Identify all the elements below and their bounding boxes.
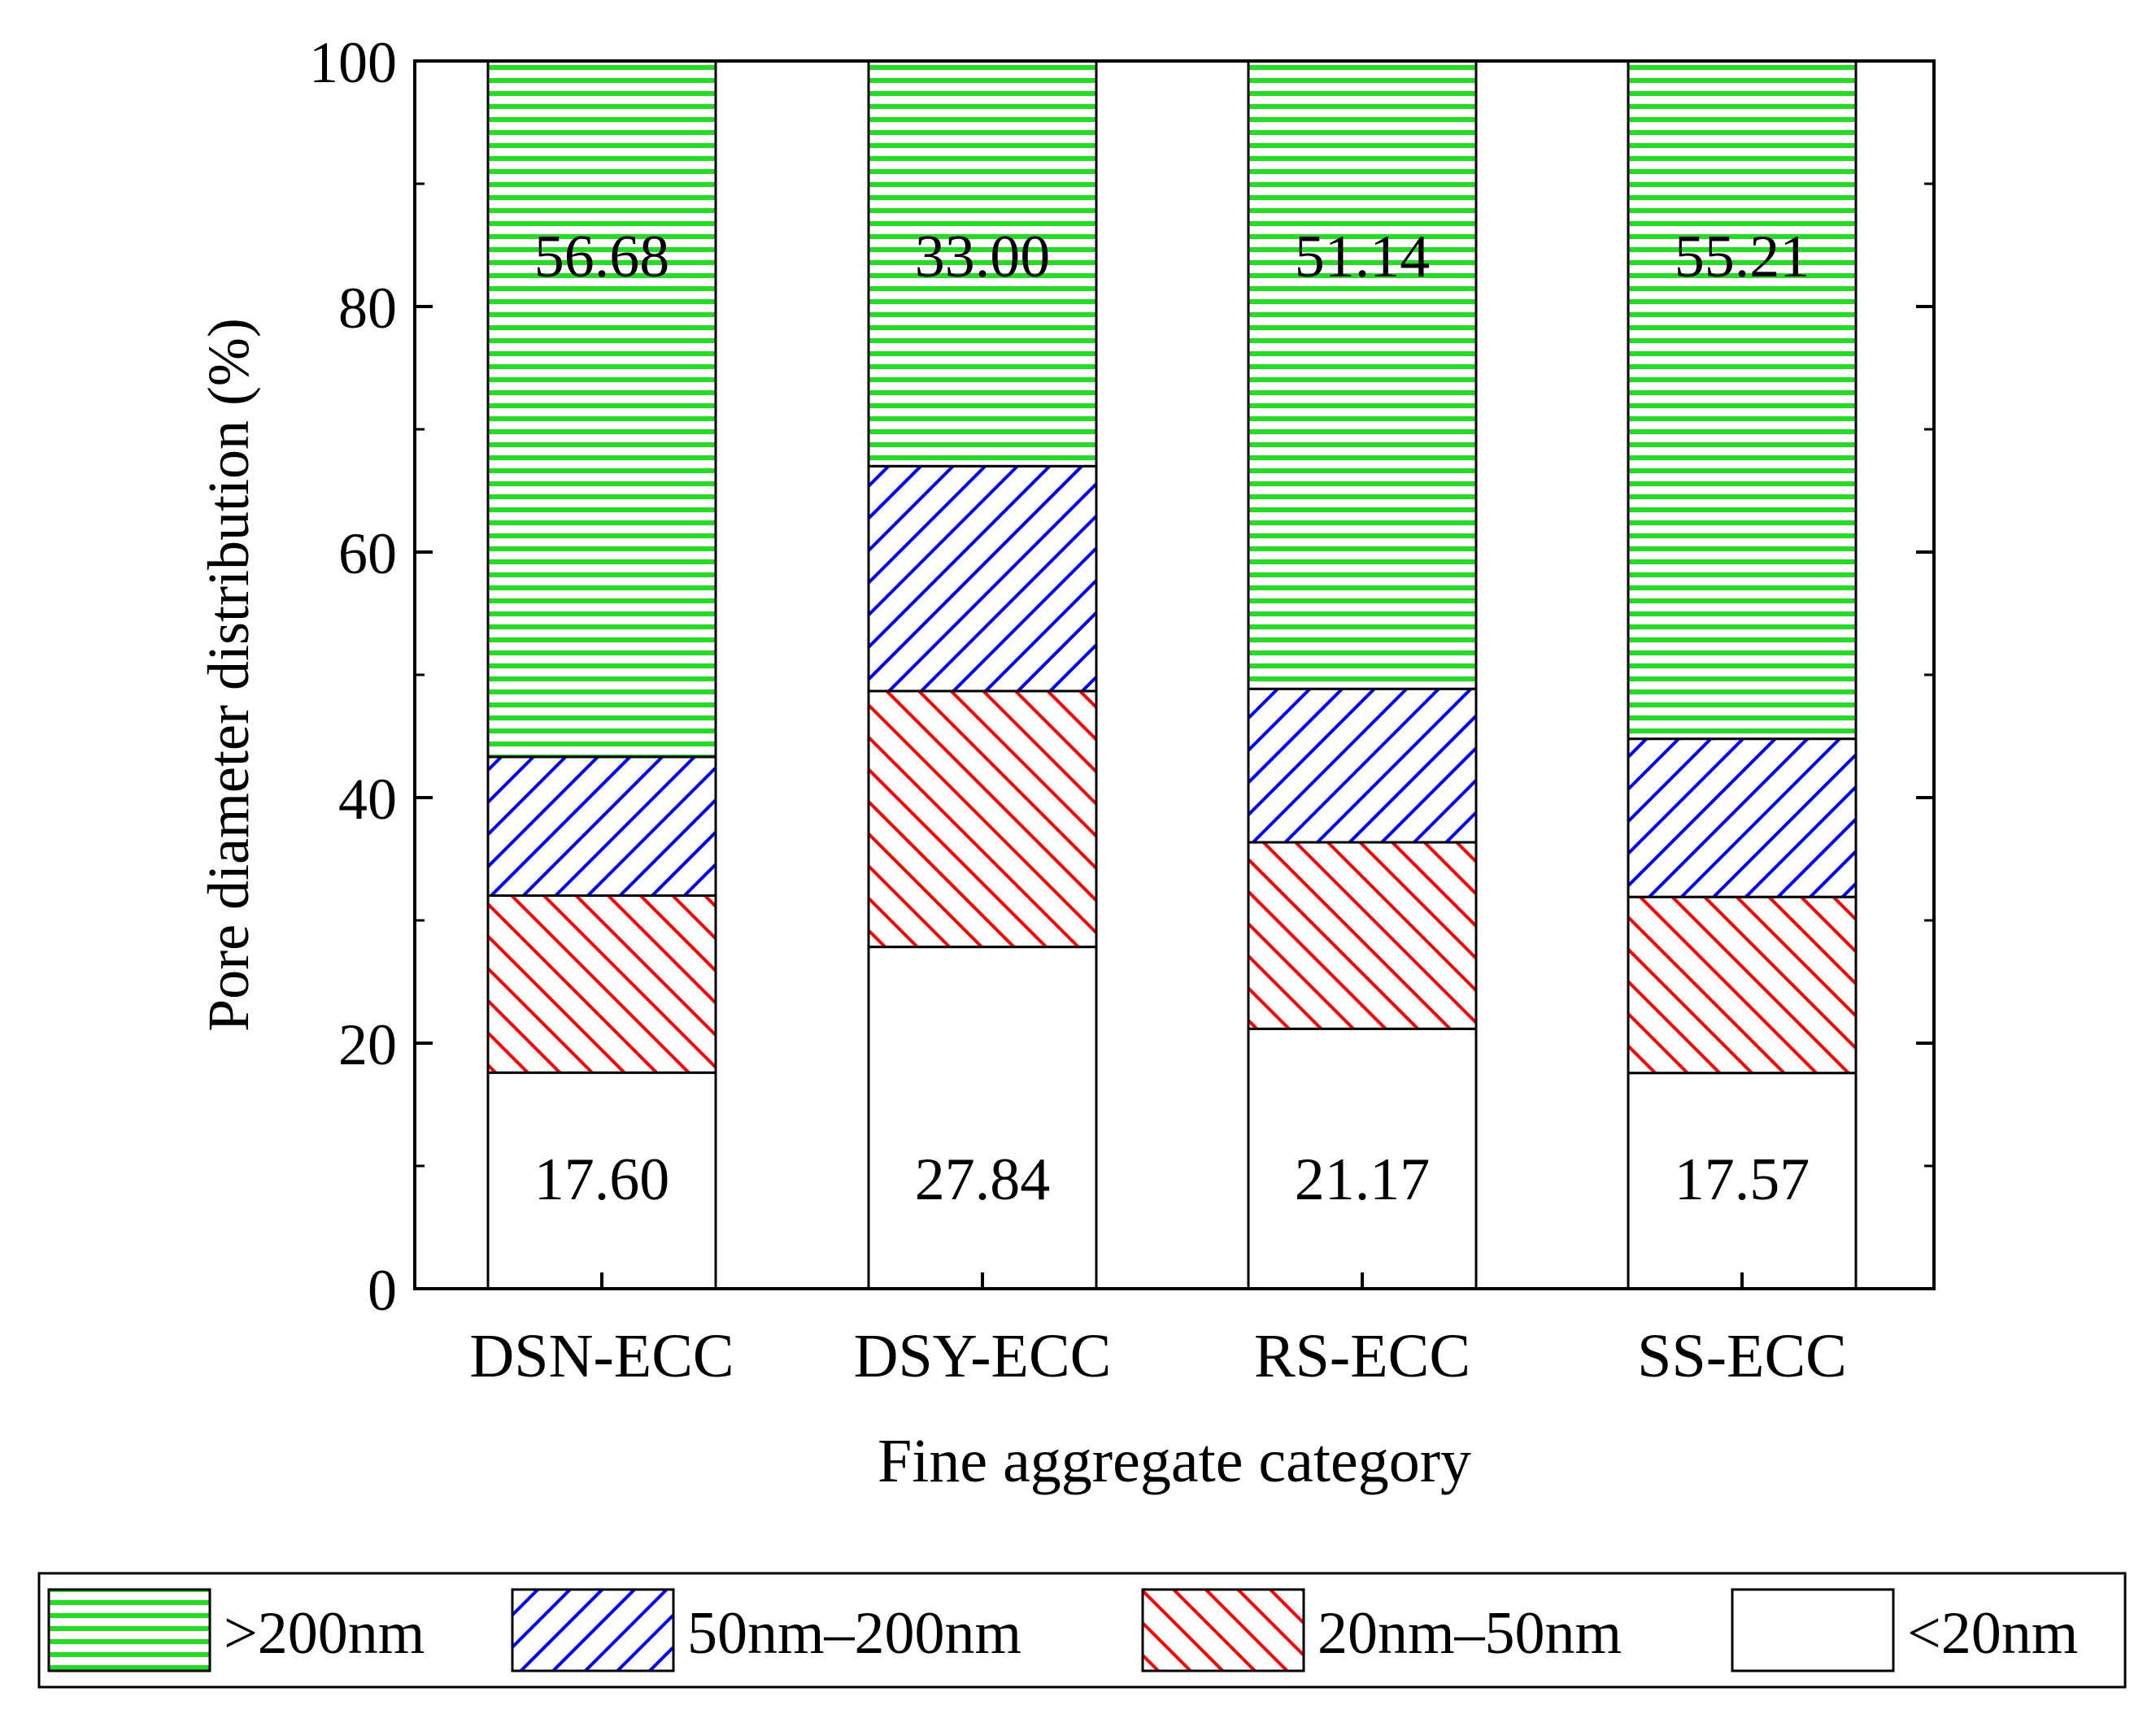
bar-ss-ecc-20nm-50nm: [1627, 895, 1858, 1075]
x-tick-label-dsn-ecc: DSN-ECC: [469, 1322, 734, 1390]
data-label-top-dsy-ecc: 33.00: [915, 224, 1051, 290]
x-axis-title: Fine aggregate category: [878, 1427, 1471, 1495]
y-tick-label-40: 40: [338, 767, 397, 832]
legend-swatch-20nm: [1731, 1588, 1895, 1672]
bar-dsy-ecc-200nm: [867, 59, 1098, 468]
bar-dsy-ecc-20nm: [867, 946, 1098, 1290]
legend-label-20nm-50nm: 20nm–50nm: [1318, 1600, 1622, 1667]
bar-dsy-ecc-50nm-200nm: [867, 464, 1098, 693]
x-tick-label-dsy-ecc: DSY-ECC: [854, 1322, 1112, 1390]
y-tick-label-0: 0: [368, 1258, 397, 1323]
y-tick-label-100: 100: [309, 30, 397, 95]
y-axis-title: Pore diameter distribution (%): [196, 318, 261, 1032]
legend: >200nm 50nm–200nm 20nm–50nm <20nm: [37, 1572, 2127, 1689]
y-tick-label-60: 60: [338, 521, 397, 586]
bars: [486, 59, 1858, 1290]
data-label-bottom-rs-ecc: 21.17: [1295, 1146, 1431, 1213]
bar-dsn-ecc-20nm: [486, 1071, 717, 1290]
bar-rs-ecc-50nm-200nm: [1247, 687, 1478, 844]
bar-ss-ecc-200nm: [1627, 59, 1858, 741]
x-tick-label-rs-ecc: RS-ECC: [1254, 1322, 1470, 1390]
x-tick-label-ss-ecc: SS-ECC: [1637, 1322, 1847, 1390]
legend-box: [37, 1572, 2127, 1689]
bar-ss-ecc-20nm: [1627, 1072, 1858, 1290]
data-label-top-rs-ecc: 51.14: [1295, 224, 1431, 290]
bar-dsy-ecc-20nm-50nm: [867, 689, 1098, 949]
y-tick-label-20: 20: [338, 1012, 397, 1077]
bar-ss-ecc-50nm-200nm: [1627, 737, 1858, 898]
data-label-bottom-ss-ecc: 17.57: [1675, 1146, 1810, 1213]
bar-dsn-ecc-200nm: [486, 59, 717, 759]
legend-swatch-20nm-50nm: [1141, 1588, 1305, 1672]
bar-dsn-ecc-20nm-50nm: [486, 894, 717, 1074]
legend-label-200nm: >200nm: [224, 1600, 425, 1667]
bar-rs-ecc-20nm-50nm: [1247, 841, 1478, 1030]
bar-rs-ecc-200nm: [1247, 59, 1478, 690]
data-label-top-dsn-ecc: 56.68: [534, 224, 670, 290]
data-label-bottom-dsy-ecc: 27.84: [915, 1146, 1051, 1213]
legend-label-50nm-200nm: 50nm–200nm: [687, 1600, 1021, 1667]
data-labels: 56.68 17.60 33.00 27.84 51.14 21.17 55.21 17.57: [534, 224, 1810, 1213]
data-label-top-ss-ecc: 55.21: [1675, 224, 1810, 290]
y-tick-label-80: 80: [338, 276, 397, 341]
legend-swatch-200nm: [47, 1588, 211, 1672]
axis-ticks: 0 20 40 60 80 100 DSN-ECC DSY-ECC RS-ECC SS-ECC: [309, 30, 1934, 1390]
data-label-bottom-dsn-ecc: 17.60: [534, 1146, 670, 1213]
legend-swatch-50nm-200nm: [511, 1588, 675, 1672]
bar-dsn-ecc-50nm-200nm: [486, 755, 717, 897]
legend-label-20nm: <20nm: [1907, 1600, 2078, 1667]
